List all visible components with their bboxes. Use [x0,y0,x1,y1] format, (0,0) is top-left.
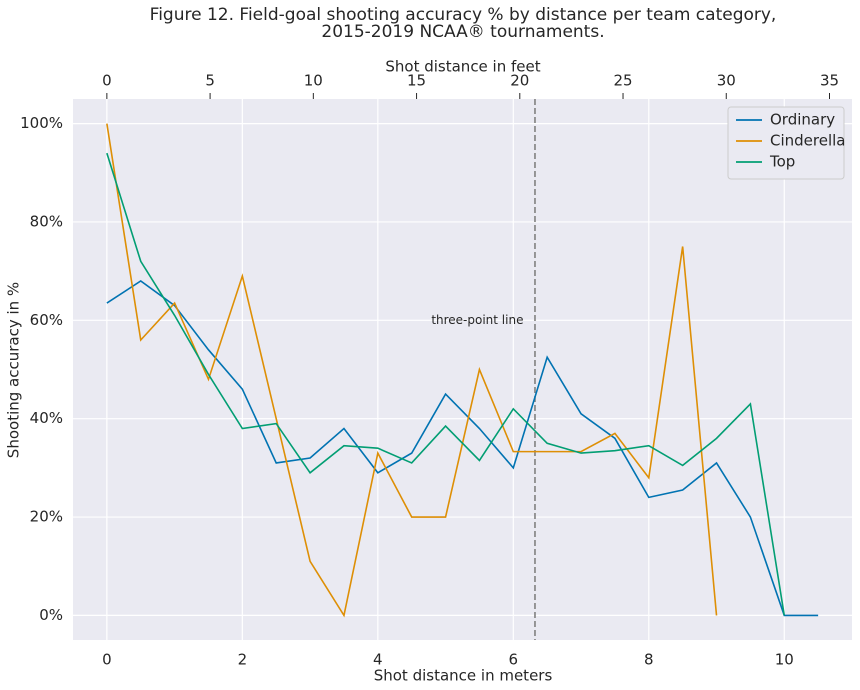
plot-background [73,99,852,640]
y-tick-label: 20% [30,508,63,526]
x2-tick-label: 0 [102,72,112,90]
x-tick-label: 10 [775,651,794,669]
x-tick-label: 4 [373,651,383,669]
x-tick-label: 6 [509,651,519,669]
annotation: three-point line [431,313,523,327]
series-line [106,280,819,617]
x2-tick-label: 5 [205,72,215,90]
legend-label: Top [769,153,795,171]
x2-tick-label: 15 [407,72,426,90]
x2-tick-label: 25 [613,72,632,90]
series-line [106,123,718,618]
y-tick-label: 60% [30,311,63,329]
series-line [106,152,786,616]
y-tick-label: 40% [30,409,63,427]
y-tick-label: 80% [30,212,63,230]
x2-tick-label: 10 [304,72,323,90]
x-tick-label: 2 [238,651,248,669]
y-axis-label: Shooting accuracy in % [5,282,23,458]
x2-tick-label: 20 [510,72,529,90]
x2-tick-label: 35 [820,72,839,90]
chart-title: Figure 12. Field-goal shooting accuracy … [150,5,777,25]
legend-label: Ordinary [770,111,835,129]
legend-box [727,106,845,180]
x-tick-label: 8 [644,651,654,669]
y-tick-label: 100% [20,114,63,132]
y-tick-label: 0% [39,606,63,624]
x-axis-label: Shot distance in meters [374,667,553,685]
chart-title: 2015-2019 NCAA® tournaments. [321,22,604,42]
x2-tick-label: 30 [717,72,736,90]
legend-label: Cinderella [770,132,846,150]
x-tick-label: 0 [102,651,112,669]
x2-axis-label: Shot distance in feet [385,58,540,76]
